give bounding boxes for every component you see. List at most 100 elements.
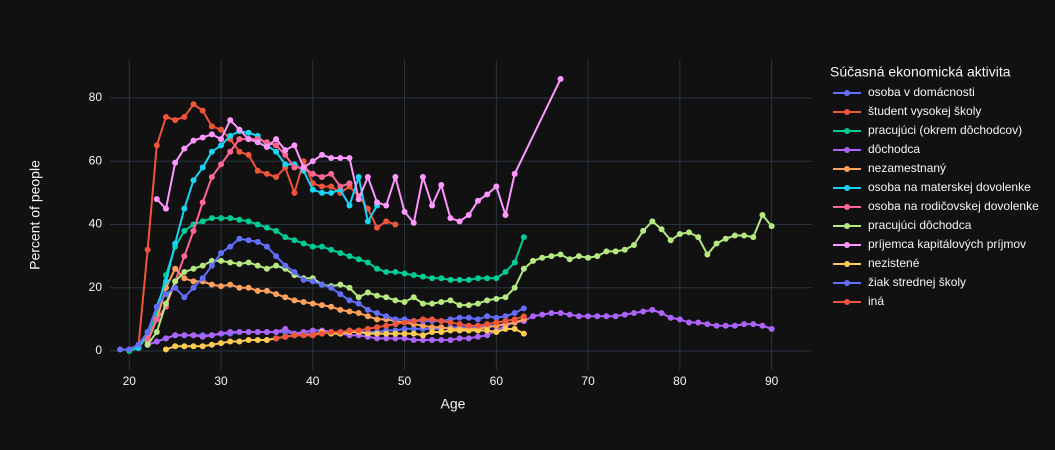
x-tick-label: 70 — [581, 374, 595, 388]
data-point — [300, 240, 307, 247]
data-point — [355, 327, 362, 334]
data-point — [227, 329, 234, 336]
data-point — [429, 300, 436, 307]
data-point — [750, 321, 757, 328]
data-point — [557, 251, 564, 258]
data-point — [218, 215, 225, 222]
data-point — [392, 330, 399, 337]
data-point — [401, 325, 408, 332]
data-point — [401, 319, 408, 326]
data-point — [181, 268, 188, 275]
data-point — [227, 338, 234, 345]
data-point — [181, 275, 188, 282]
data-point — [254, 262, 261, 269]
data-point — [273, 148, 280, 155]
data-point — [520, 313, 527, 320]
data-point — [346, 202, 353, 209]
data-point — [511, 325, 518, 332]
data-point — [713, 322, 720, 329]
data-point — [337, 155, 344, 162]
x-tick-label: 50 — [398, 374, 412, 388]
data-point — [199, 199, 206, 206]
data-point — [374, 330, 381, 337]
data-point — [429, 316, 436, 323]
data-point — [539, 311, 546, 318]
data-point — [282, 147, 289, 154]
data-point — [309, 186, 316, 193]
data-point — [208, 332, 215, 339]
data-point — [254, 336, 261, 343]
data-point — [474, 322, 481, 329]
data-point — [401, 298, 408, 305]
data-point — [227, 281, 234, 288]
data-point — [364, 259, 371, 266]
data-point — [429, 329, 436, 336]
data-point — [318, 330, 325, 337]
data-point — [291, 332, 298, 339]
data-point — [741, 321, 748, 328]
data-point — [227, 117, 234, 124]
data-point — [328, 183, 335, 190]
data-point — [603, 313, 610, 320]
data-point — [346, 284, 353, 291]
legend-marker — [844, 109, 850, 115]
legend-marker — [844, 185, 850, 191]
data-point — [502, 294, 509, 301]
data-point — [383, 335, 390, 342]
legend-label: pracujúci (okrem dôchodcov) — [868, 123, 1022, 137]
data-point — [401, 335, 408, 342]
data-point — [392, 316, 399, 323]
data-point — [364, 289, 371, 296]
data-point — [236, 261, 243, 268]
data-point — [392, 174, 399, 181]
data-point — [309, 158, 316, 165]
data-point — [731, 322, 738, 329]
y-axis-title: Percent of people — [27, 160, 43, 270]
data-point — [575, 253, 582, 260]
data-point — [530, 313, 537, 320]
legend-marker — [844, 166, 850, 172]
data-point — [557, 75, 564, 82]
data-point — [172, 284, 179, 291]
data-point — [328, 155, 335, 162]
data-point — [282, 294, 289, 301]
data-point — [273, 291, 280, 298]
data-point — [704, 251, 711, 258]
data-point — [438, 336, 445, 343]
data-point — [392, 321, 399, 328]
data-point — [429, 324, 436, 331]
data-point — [419, 174, 426, 181]
data-point — [364, 174, 371, 181]
data-point — [273, 329, 280, 336]
data-point — [410, 317, 417, 324]
data-point — [667, 237, 674, 244]
data-point — [245, 284, 252, 291]
data-point — [364, 330, 371, 337]
y-tick-label: 60 — [89, 153, 103, 167]
data-point — [539, 254, 546, 261]
data-point — [263, 329, 270, 336]
data-point — [383, 294, 390, 301]
data-point — [493, 319, 500, 326]
data-point — [502, 212, 509, 218]
data-point — [438, 329, 445, 336]
data-point — [410, 272, 417, 279]
data-point — [254, 167, 261, 174]
data-point — [410, 294, 417, 301]
data-point — [401, 208, 408, 215]
data-point — [392, 268, 399, 275]
data-point — [484, 321, 491, 328]
data-point — [273, 136, 280, 143]
data-point — [218, 161, 225, 168]
data-point — [511, 259, 518, 266]
data-point — [273, 227, 280, 234]
data-point — [374, 335, 381, 342]
data-point — [383, 330, 390, 337]
data-point — [419, 322, 426, 329]
data-point — [383, 322, 390, 329]
data-point — [291, 189, 298, 196]
data-point — [199, 275, 206, 282]
data-point — [190, 137, 197, 144]
data-point — [328, 284, 335, 291]
x-tick-label: 40 — [306, 374, 320, 388]
